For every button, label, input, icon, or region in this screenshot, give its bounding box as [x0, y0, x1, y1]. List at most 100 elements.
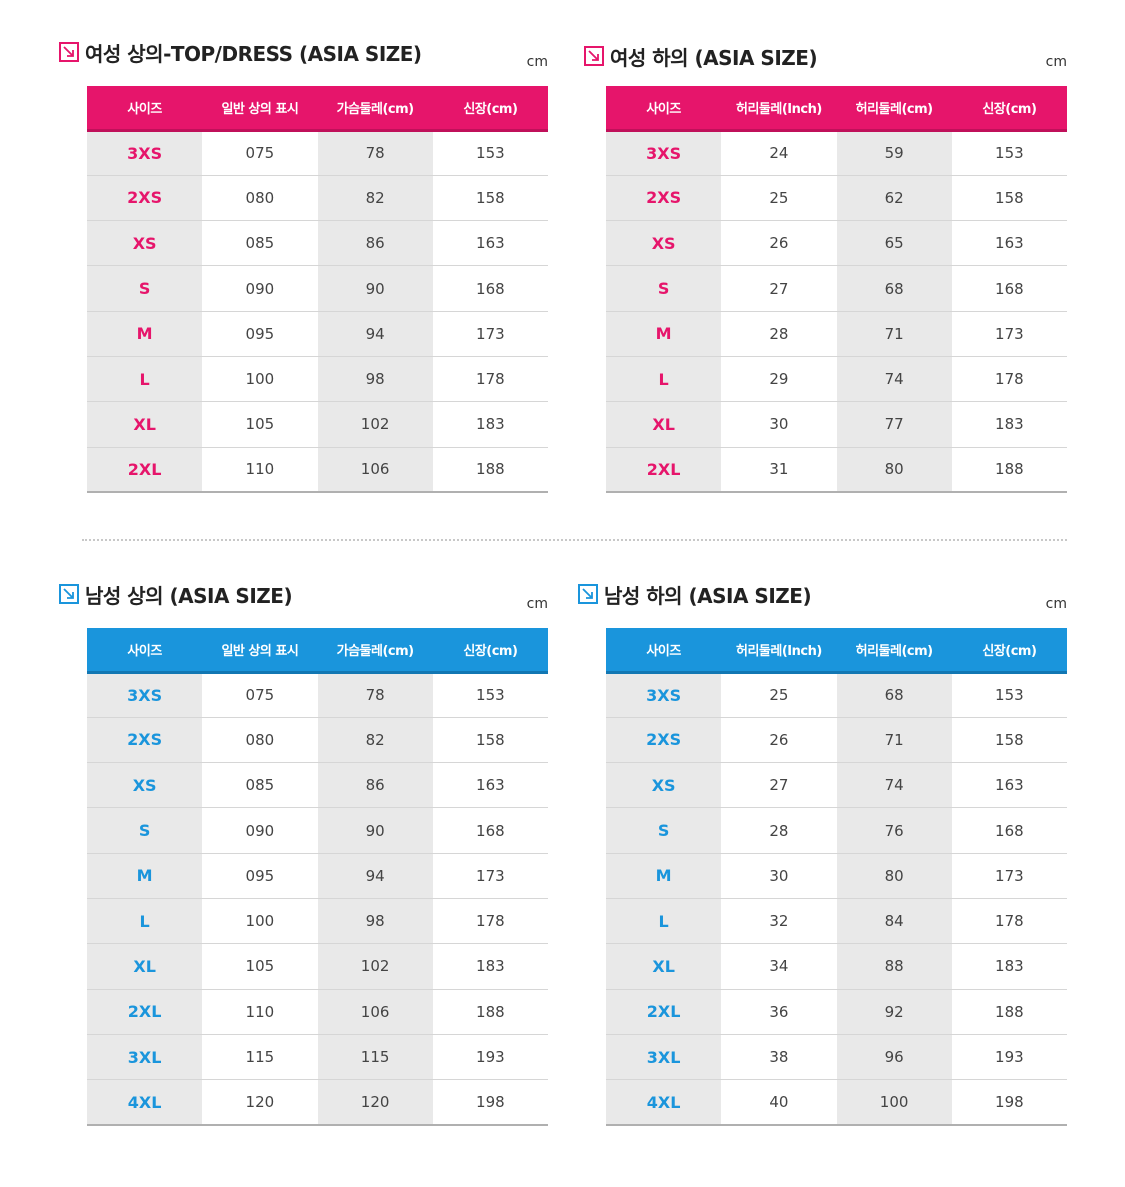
section-header: 남성 하의 (ASIA SIZE) cm — [578, 584, 1067, 628]
size-label-cell: XS — [606, 762, 722, 809]
table-row: XS 085 86 163 — [87, 762, 548, 809]
size-label-cell: M — [87, 311, 203, 357]
table-row: 2XL 36 92 188 — [606, 989, 1067, 1035]
table-cell: 78 — [317, 672, 433, 718]
table-cell: 25 — [721, 672, 837, 718]
section-title: 남성 상의 (ASIA SIZE) — [85, 584, 293, 608]
table-cell: 095 — [202, 311, 318, 357]
size-label-cell: 3XL — [87, 1034, 203, 1081]
table-cell: 158 — [432, 175, 548, 222]
column-header: 사이즈 — [87, 628, 203, 672]
size-table: 사이즈 허리둘레(Inch) 허리둘레(cm) 신장(cm) 3XS 25 68 153 2XS… — [606, 628, 1067, 1126]
size-label-cell: S — [87, 265, 203, 312]
size-label-cell: XS — [87, 762, 203, 809]
size-label-cell: XL — [606, 943, 722, 990]
column-header: 신장(cm) — [432, 628, 548, 672]
table-row: 3XS 075 78 153 — [87, 672, 548, 718]
table-cell: 82 — [317, 175, 433, 222]
table-cell: 193 — [951, 1034, 1067, 1081]
unit-label: cm — [1045, 596, 1067, 612]
size-label-cell: 4XL — [606, 1079, 722, 1126]
table-row: L 29 74 178 — [606, 356, 1067, 403]
table-cell: 80 — [836, 447, 952, 494]
table-cell: 98 — [317, 356, 433, 403]
table-cell: 105 — [202, 401, 318, 448]
section-header: 여성 하의 (ASIA SIZE) cm — [584, 42, 1067, 86]
table-row: 2XL 110 106 188 — [87, 447, 548, 494]
table-cell: 188 — [432, 989, 548, 1035]
size-label-cell: L — [606, 898, 722, 945]
size-table: 사이즈 일반 상의 표시 가슴둘레(cm) 신장(cm) 3XS 075 78 153 2XS 0… — [87, 86, 548, 494]
table-row: XS 26 65 163 — [606, 220, 1067, 267]
table-cell: 110 — [202, 447, 318, 494]
table-cell: 178 — [951, 898, 1067, 945]
table-cell: 198 — [951, 1079, 1067, 1126]
section-title: 여성 상의-TOP/DRESS (ASIA SIZE) — [85, 42, 422, 66]
section-header: 남성 상의 (ASIA SIZE) cm — [59, 584, 548, 628]
table-cell: 085 — [202, 762, 318, 809]
column-header: 사이즈 — [606, 86, 722, 130]
table-cell: 32 — [721, 898, 837, 945]
table-cell: 163 — [432, 220, 548, 267]
table-cell: 173 — [951, 311, 1067, 357]
table-cell: 94 — [317, 853, 433, 899]
table-cell: 36 — [721, 989, 837, 1035]
column-header: 가슴둘레(cm) — [317, 628, 433, 672]
table-cell: 105 — [202, 943, 318, 990]
size-label-cell: 2XS — [606, 175, 722, 222]
table-cell: 188 — [432, 447, 548, 494]
column-header: 일반 상의 표시 — [202, 628, 318, 672]
table-cell: 153 — [951, 672, 1067, 718]
size-label-cell: S — [606, 807, 722, 854]
column-header: 사이즈 — [87, 86, 203, 130]
section-title: 여성 하의 (ASIA SIZE) — [610, 46, 818, 70]
table-cell: 163 — [951, 220, 1067, 267]
table-cell: 106 — [317, 447, 433, 494]
table-cell: 168 — [432, 807, 548, 854]
table-cell: 68 — [836, 265, 952, 312]
table-row: 3XL 38 96 193 — [606, 1034, 1067, 1081]
table-header-row: 사이즈 일반 상의 표시 가슴둘레(cm) 신장(cm) — [87, 628, 548, 672]
table-cell: 198 — [432, 1079, 548, 1126]
table-row: S 090 90 168 — [87, 807, 548, 854]
table-cell: 28 — [721, 311, 837, 357]
table-row: 2XS 080 82 158 — [87, 717, 548, 764]
table-cell: 100 — [836, 1079, 952, 1126]
women-bottom-section: 여성 하의 (ASIA SIZE) cm 사이즈 허리둘레(Inch) 허리둘레(c… — [584, 42, 1067, 494]
table-cell: 183 — [951, 401, 1067, 448]
table-row: XS 085 86 163 — [87, 220, 548, 267]
column-header: 신장(cm) — [432, 86, 548, 130]
table-cell: 106 — [317, 989, 433, 1035]
table-cell: 62 — [836, 175, 952, 222]
table-cell: 193 — [432, 1034, 548, 1081]
table-row: 2XS 26 71 158 — [606, 717, 1067, 764]
table-cell: 74 — [836, 762, 952, 809]
size-label-cell: 2XL — [606, 989, 722, 1035]
table-cell: 96 — [836, 1034, 952, 1081]
table-cell: 168 — [951, 807, 1067, 854]
men-bottom-section: 남성 하의 (ASIA SIZE) cm 사이즈 허리둘레(Inch) 허리둘레(c… — [578, 584, 1067, 1126]
table-cell: 28 — [721, 807, 837, 854]
table-row: L 32 84 178 — [606, 898, 1067, 945]
table-row: S 27 68 168 — [606, 265, 1067, 312]
unit-label: cm — [526, 54, 548, 70]
men-top-section: 남성 상의 (ASIA SIZE) cm 사이즈 일반 상의 표시 가슴둘레(cm)… — [59, 584, 548, 1126]
table-cell: 115 — [202, 1034, 318, 1081]
table-cell: 173 — [432, 311, 548, 357]
table-cell: 65 — [836, 220, 952, 267]
table-row: XL 105 102 183 — [87, 943, 548, 990]
table-cell: 102 — [317, 401, 433, 448]
section-title: 남성 하의 (ASIA SIZE) — [604, 584, 812, 608]
table-cell: 178 — [432, 898, 548, 945]
table-row: 4XL 120 120 198 — [87, 1079, 548, 1126]
table-cell: 98 — [317, 898, 433, 945]
table-cell: 120 — [202, 1079, 318, 1126]
column-header: 허리둘레(Inch) — [721, 86, 837, 130]
table-row: 3XS 24 59 153 — [606, 130, 1067, 176]
table-cell: 095 — [202, 853, 318, 899]
women-top-section: 여성 상의-TOP/DRESS (ASIA SIZE) cm 사이즈 일반 상의 … — [59, 42, 548, 494]
table-row: L 100 98 178 — [87, 356, 548, 403]
table-row: XL 30 77 183 — [606, 401, 1067, 448]
table-cell: 158 — [951, 175, 1067, 222]
size-table: 사이즈 허리둘레(Inch) 허리둘레(cm) 신장(cm) 3XS 24 59 153 2XS… — [606, 86, 1067, 494]
